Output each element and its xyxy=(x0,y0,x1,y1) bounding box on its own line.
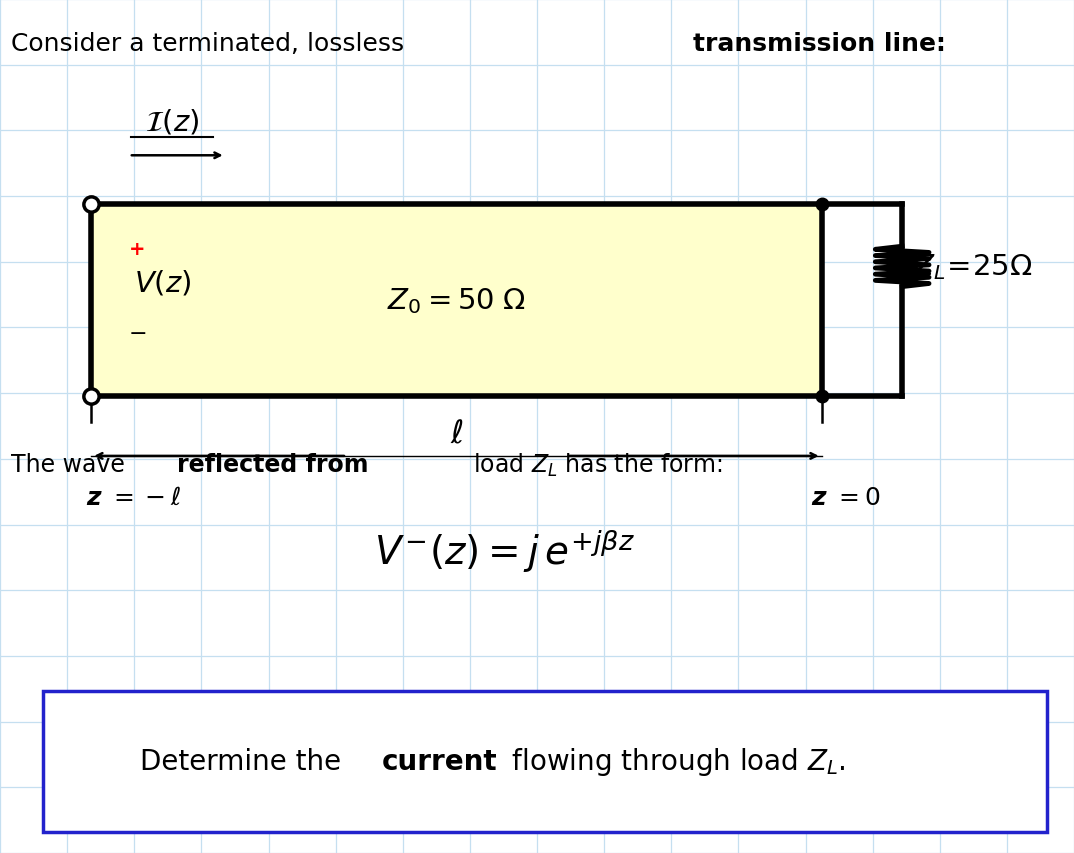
Bar xyxy=(91,205,822,397)
Text: current: current xyxy=(381,747,497,775)
Text: $Z_0 = 50\;\Omega$: $Z_0 = 50\;\Omega$ xyxy=(388,286,525,316)
Text: $\boldsymbol{z}$ $= 0$: $\boldsymbol{z}$ $= 0$ xyxy=(811,486,881,509)
Text: −: − xyxy=(129,323,147,343)
Text: reflected from: reflected from xyxy=(177,453,368,477)
Text: +: + xyxy=(129,240,145,258)
Text: The wave: The wave xyxy=(11,453,132,477)
Text: flowing through load $Z_L$.: flowing through load $Z_L$. xyxy=(503,746,845,777)
Text: Determine the: Determine the xyxy=(140,747,350,775)
Text: Consider a terminated, lossless: Consider a terminated, lossless xyxy=(11,32,411,56)
Text: $V^{\!-\!}(z) = j\,e^{+j\beta z}$: $V^{\!-\!}(z) = j\,e^{+j\beta z}$ xyxy=(375,526,635,574)
Text: $\boldsymbol{z}$ $= -\ell$: $\boldsymbol{z}$ $= -\ell$ xyxy=(86,486,180,509)
Text: $Z_L\!=\!25\Omega$: $Z_L\!=\!25\Omega$ xyxy=(913,252,1032,282)
Text: $\mathcal{I}(z)$: $\mathcal{I}(z)$ xyxy=(145,107,199,136)
Text: $V(z)$: $V(z)$ xyxy=(134,268,192,297)
Text: transmission line:: transmission line: xyxy=(693,32,945,56)
Text: load $Z_L$ has the form:: load $Z_L$ has the form: xyxy=(473,451,722,479)
Text: $\ell$: $\ell$ xyxy=(450,419,463,450)
Bar xyxy=(43,691,1047,832)
